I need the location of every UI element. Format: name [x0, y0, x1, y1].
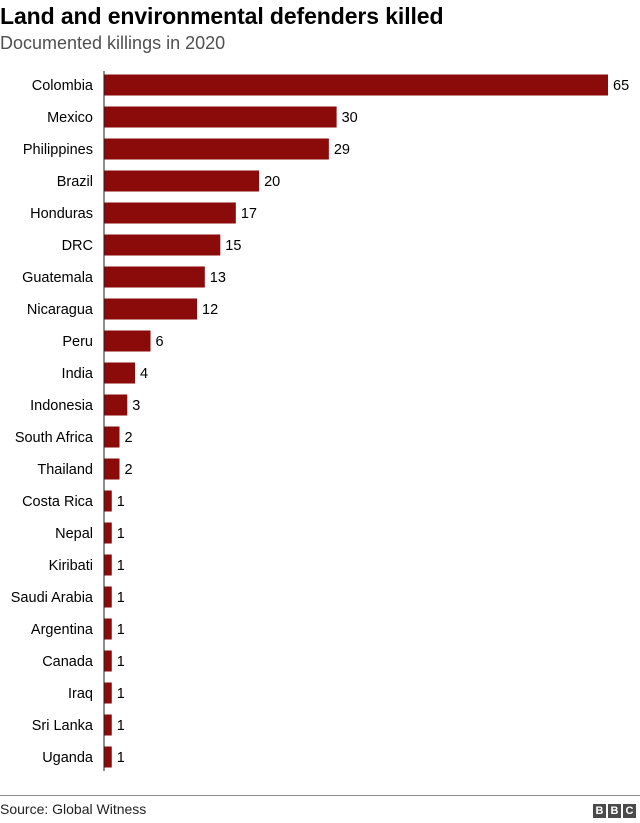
bar	[104, 586, 112, 608]
category-label: South Africa	[15, 430, 94, 446]
bar	[104, 106, 337, 128]
value-label: 1	[117, 718, 125, 734]
value-label: 2	[125, 430, 133, 446]
bbc-logo: B B C	[593, 804, 636, 818]
value-label: 65	[613, 78, 629, 94]
bar	[104, 522, 112, 544]
value-label: 13	[210, 270, 226, 286]
category-label: Peru	[62, 334, 93, 350]
bar	[104, 234, 221, 256]
category-label: Thailand	[37, 462, 93, 478]
value-label: 29	[334, 142, 350, 158]
bar	[104, 170, 260, 192]
bar	[104, 394, 128, 416]
source-note: Source: Global Witness	[0, 801, 147, 817]
value-label: 1	[117, 494, 125, 510]
bbc-logo-letter: B	[593, 804, 606, 818]
bar	[104, 74, 608, 96]
value-label: 20	[264, 174, 280, 190]
footer-divider	[0, 795, 640, 796]
bar	[104, 714, 112, 736]
bar	[104, 202, 236, 224]
value-label: 3	[132, 398, 140, 414]
category-label: Iraq	[68, 686, 93, 702]
bar	[104, 618, 112, 640]
category-label: Brazil	[57, 174, 93, 190]
category-label: Mexico	[47, 110, 93, 126]
bar	[104, 330, 151, 352]
value-label: 30	[342, 110, 358, 126]
category-label: India	[62, 366, 94, 382]
value-label: 15	[225, 238, 241, 254]
category-label: Uganda	[42, 750, 94, 766]
bar	[104, 138, 329, 160]
bar	[104, 682, 112, 704]
value-label: 1	[117, 750, 125, 766]
bar	[104, 490, 112, 512]
category-label: Costa Rica	[22, 494, 94, 510]
value-label: 1	[117, 558, 125, 574]
value-label: 6	[156, 334, 164, 350]
category-label: Guatemala	[22, 270, 94, 286]
value-label: 1	[117, 590, 125, 606]
value-label: 17	[241, 206, 257, 222]
bar	[104, 554, 112, 576]
bar	[104, 650, 112, 672]
value-label: 4	[140, 366, 148, 382]
bar	[104, 746, 112, 768]
category-label: Saudi Arabia	[11, 590, 94, 606]
bar	[104, 298, 198, 320]
bar-chart: Colombia 65 Mexico 30 Philippines 29 Brazil 20 H…	[11, 71, 629, 771]
category-label: Nicaragua	[27, 302, 94, 318]
bar	[104, 426, 120, 448]
bbc-logo-letter: C	[623, 804, 636, 818]
bar	[104, 266, 205, 288]
value-label: 1	[117, 654, 125, 670]
category-label: Honduras	[30, 206, 93, 222]
category-label: Philippines	[23, 142, 93, 158]
category-label: Sri Lanka	[32, 718, 94, 734]
value-label: 1	[117, 622, 125, 638]
chart-subtitle: Documented killings in 2020	[0, 33, 226, 53]
chart-title: Land and environmental defenders killed	[0, 3, 444, 29]
category-label: Canada	[42, 654, 94, 670]
category-label: DRC	[62, 238, 93, 254]
category-label: Kiribati	[49, 558, 93, 574]
category-label: Indonesia	[30, 398, 94, 414]
value-label: 12	[202, 302, 218, 318]
category-label: Colombia	[32, 78, 94, 94]
value-label: 2	[125, 462, 133, 478]
bar	[104, 362, 136, 384]
value-label: 1	[117, 686, 125, 702]
bar	[104, 458, 120, 480]
bbc-logo-letter: B	[608, 804, 621, 818]
category-label: Nepal	[55, 526, 93, 542]
value-label: 1	[117, 526, 125, 542]
category-label: Argentina	[31, 622, 94, 638]
